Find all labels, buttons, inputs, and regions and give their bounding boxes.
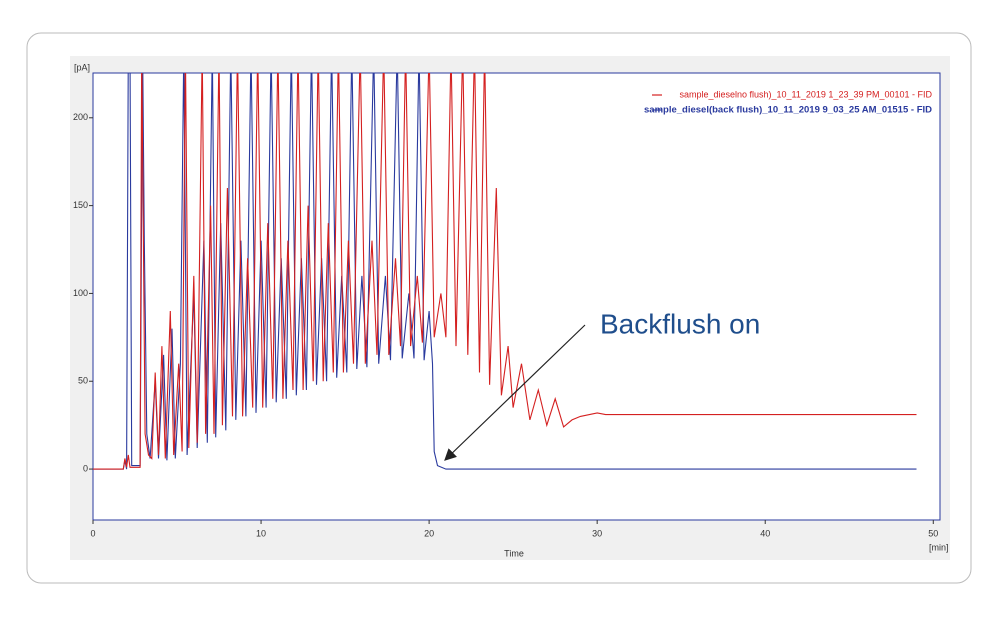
lines xyxy=(93,73,917,470)
y-unit: [pA] xyxy=(74,62,90,72)
x-axis-label: Time xyxy=(504,548,524,558)
x-unit: [min] xyxy=(929,542,949,552)
annotation-arrow xyxy=(444,324,586,461)
x-tick-label: 30 xyxy=(592,528,602,538)
y-tick-label: 100 xyxy=(73,288,88,298)
y-tick-label: 0 xyxy=(83,463,88,473)
series-line xyxy=(93,73,917,470)
x-tick-label: 10 xyxy=(256,528,266,538)
y-tick-label: 200 xyxy=(73,112,88,122)
annotation: Backflush on xyxy=(600,308,760,339)
x-tick-label: 40 xyxy=(760,528,770,538)
y-tick-label: 150 xyxy=(73,200,88,210)
y-tick-label: 50 xyxy=(78,376,88,386)
x-tick-label: 0 xyxy=(90,528,95,538)
legend-label: sample_diesel(back flush)_10_11_2019 9_0… xyxy=(644,105,932,116)
x-tick-label: 20 xyxy=(424,528,434,538)
legend-label: sample_dieselno flush)_10_11_2019 1_23_3… xyxy=(679,89,932,99)
x-tick-label: 50 xyxy=(928,528,938,538)
